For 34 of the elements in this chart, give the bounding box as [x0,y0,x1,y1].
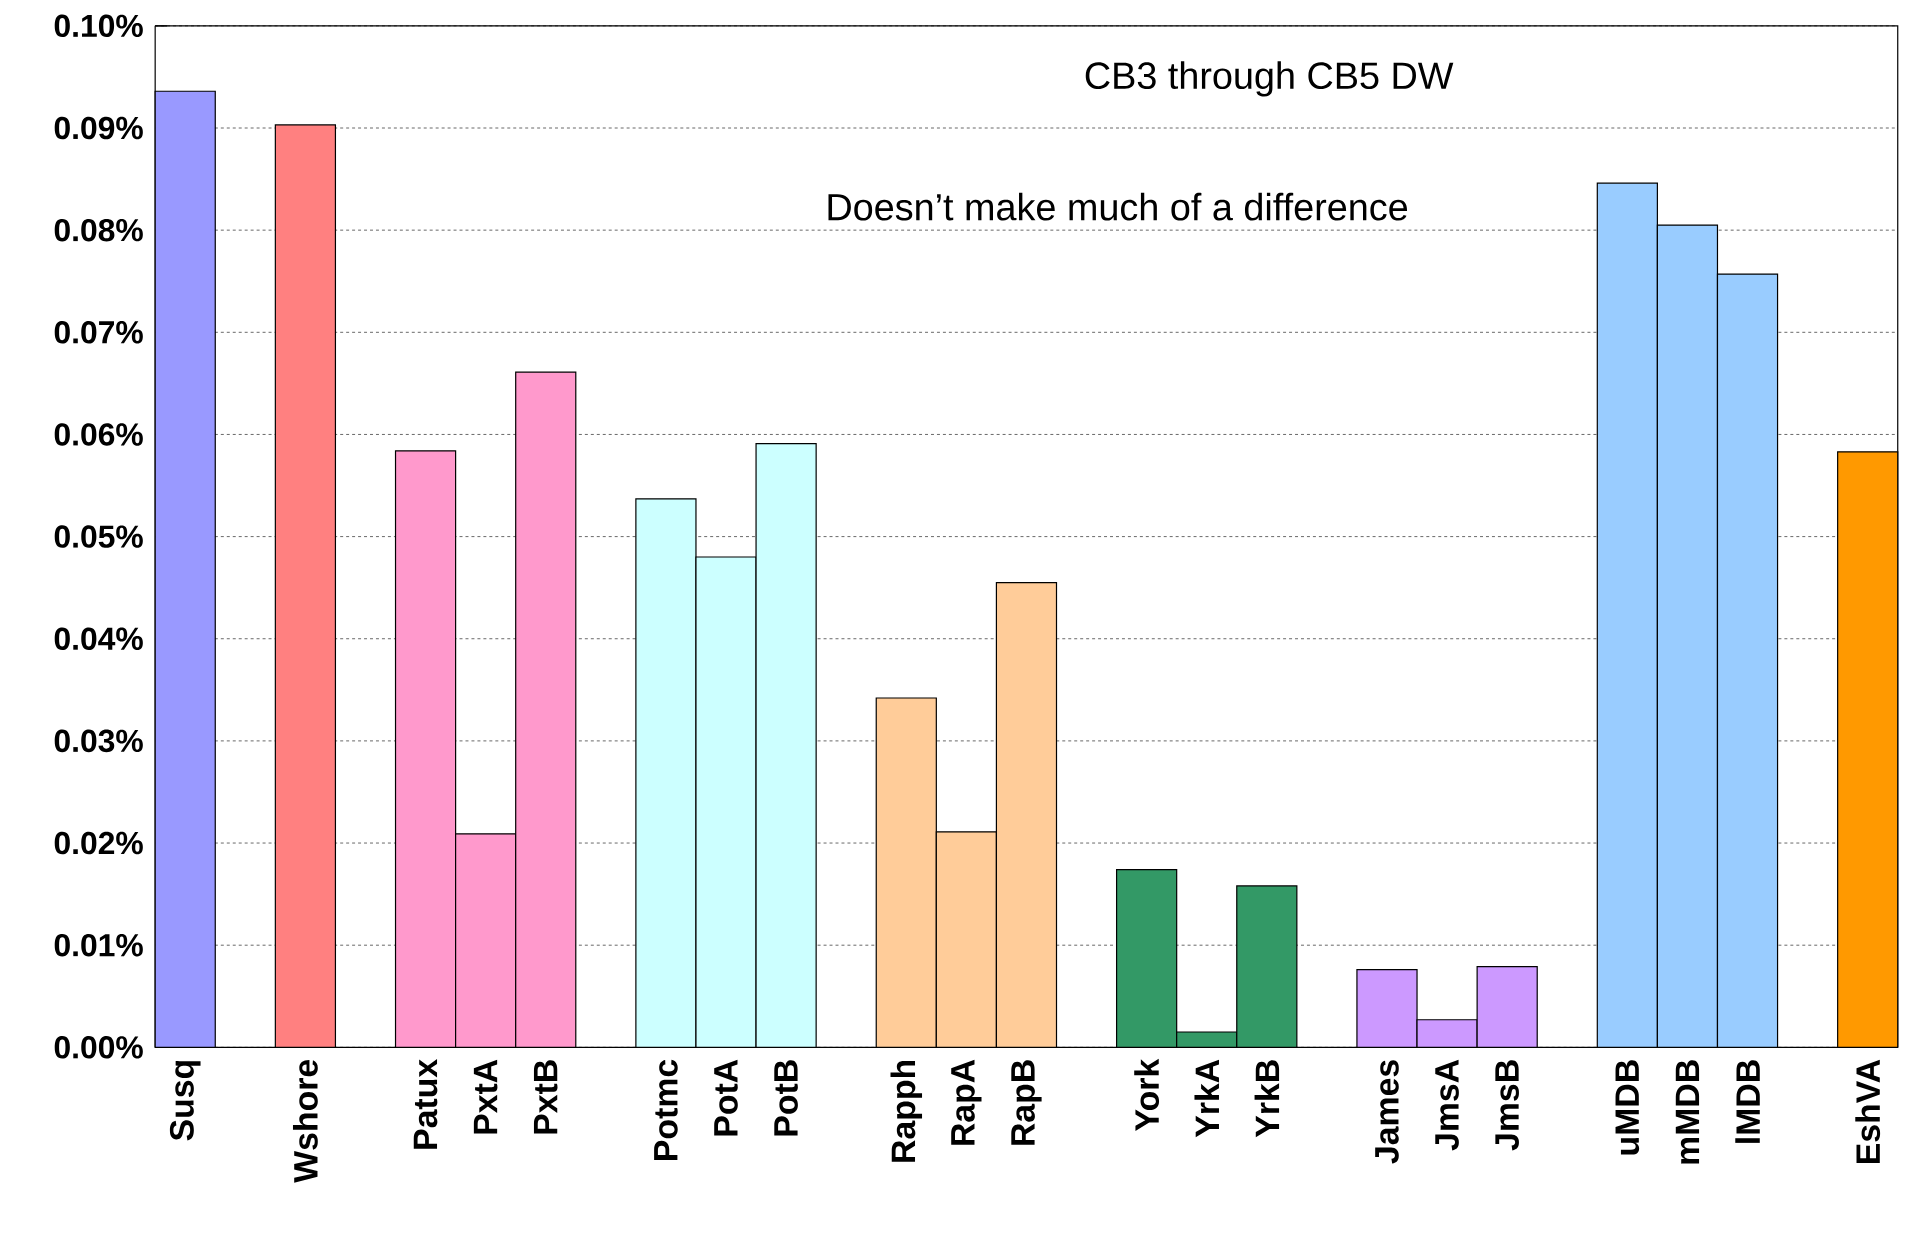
annotation: CB3 through CB5 DW [1085,61,1454,97]
x-tick-label: lMDB [1735,1060,1760,1143]
y-tick-label: 0.05% [54,525,143,548]
x-tick-label: Susq [169,1060,201,1141]
x-tick-label: James [1375,1060,1399,1164]
y-tick-label: 0.01% [54,933,143,957]
x-tick-label: YrkA [1194,1059,1219,1138]
x-tick-label: JmsB [1495,1060,1519,1151]
x-tick-label: PotB [774,1060,798,1136]
x-tick-label: PotA [714,1059,738,1136]
annotation: Doesn’t make much of a difference [828,192,1408,221]
y-tick-label: 0.09% [54,116,143,140]
x-tick-label: RapA [951,1059,982,1145]
x-tick-label: PxtA [473,1059,498,1134]
x-tick-label: York [1134,1058,1160,1131]
x-tick-label: Wshore [292,1059,318,1183]
x-tick-label: YrkB [1254,1060,1280,1138]
y-tick-label: 0.04% [54,627,143,650]
y-tick-label: 0.02% [54,831,143,855]
y-tick-label: 0.10% [54,14,143,37]
y-tick-label: 0.06% [54,423,143,446]
x-tick-label: PxtB [533,1060,558,1134]
x-tick-label: uMDB [1615,1060,1640,1155]
x-tick-label: JmsA [1435,1059,1459,1151]
x-tick-label: mMDB [1675,1060,1700,1164]
y-tick-label: 0.07% [54,320,143,344]
x-tick-label: Potmc [654,1059,678,1160]
y-tick-label: 0.03% [54,729,143,753]
x-tick-label: EshVA [1855,1059,1881,1163]
y-tick-label: 0.00% [54,1035,143,1059]
x-tick-label: Rapph [890,1060,923,1162]
x-tick-label: RapB [1011,1060,1042,1145]
x-tick-label: Patux [413,1058,438,1149]
y-tick-label: 0.08% [54,218,143,242]
